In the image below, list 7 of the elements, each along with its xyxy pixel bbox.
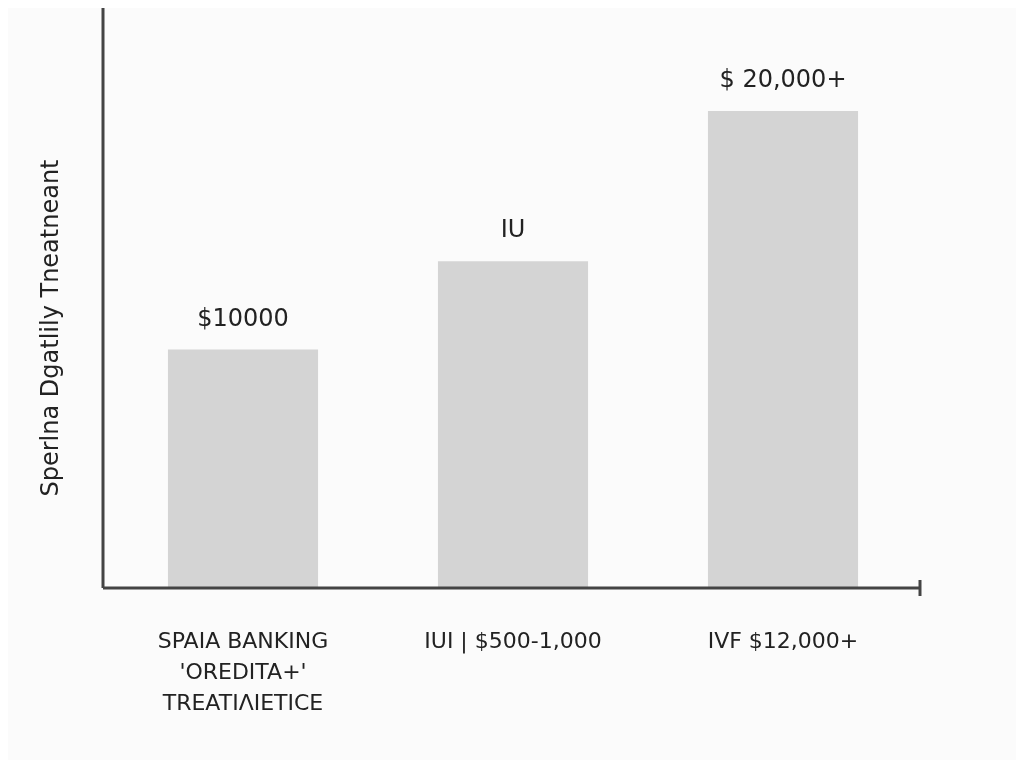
data-label: $10000 xyxy=(197,303,289,332)
data-label: $ 20,000+ xyxy=(719,65,847,93)
data-label: IU xyxy=(500,215,526,244)
y-axis-title: Sperlna Dgatlily Tneatneant xyxy=(36,159,64,497)
x-tick-label: IUI | $500-1,000 xyxy=(424,628,602,654)
x-tick-label: SPAIA BANKING 'OREDITA+' TREATIΛIETICE xyxy=(157,628,329,715)
x-tick-label: IVF $12,000+ xyxy=(707,628,859,653)
